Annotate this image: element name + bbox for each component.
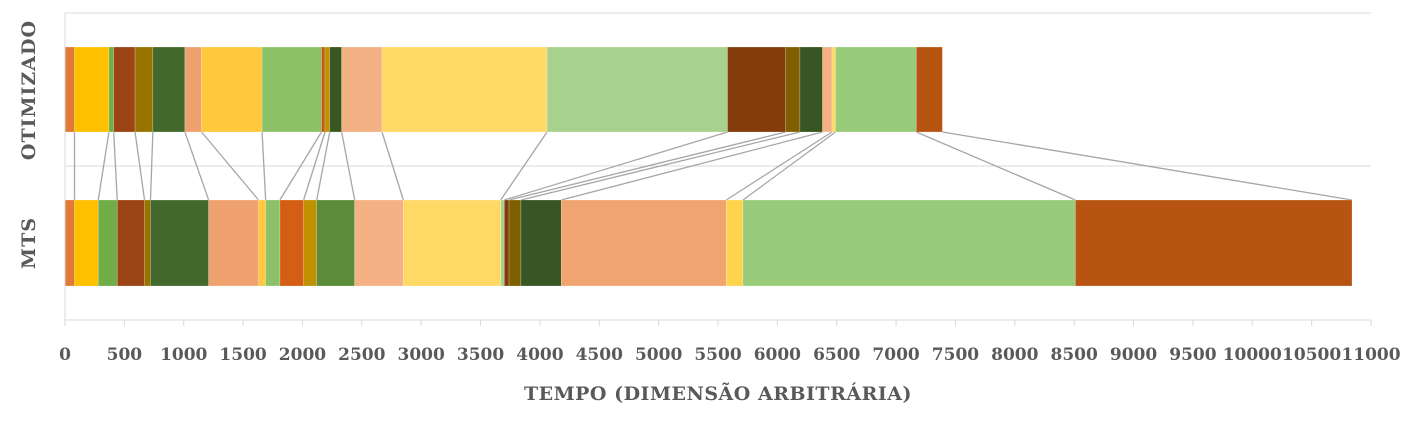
bar-segment-mts bbox=[500, 199, 505, 287]
bar-segment-mts bbox=[265, 199, 281, 287]
series-connector-line bbox=[725, 131, 833, 201]
bar-segment-otimizado bbox=[261, 46, 322, 133]
bar-segment-otimizado bbox=[381, 46, 548, 133]
bar-layer bbox=[64, 46, 1353, 287]
x-tick-label: 2000 bbox=[279, 345, 326, 365]
bar-segment-mts bbox=[208, 199, 259, 287]
bar-segment-mts bbox=[560, 199, 727, 287]
series-connector-line bbox=[742, 131, 836, 201]
connector-layer bbox=[73, 131, 1353, 201]
bar-segment-mts bbox=[316, 199, 355, 287]
x-tick-label: 3500 bbox=[457, 345, 504, 365]
series-connector-line bbox=[504, 131, 728, 201]
x-tick-label: 5000 bbox=[635, 345, 682, 365]
bar-segment-otimizado bbox=[184, 46, 202, 133]
series-connector-line bbox=[184, 131, 210, 201]
x-tick-label: 10000 bbox=[1223, 345, 1282, 365]
x-tick-label: 5500 bbox=[694, 345, 741, 365]
x-tick-label: 4000 bbox=[516, 345, 563, 365]
x-tick-label: 1000 bbox=[160, 345, 207, 365]
bar-segment-mts bbox=[64, 199, 75, 287]
bar-segment-mts bbox=[144, 199, 151, 287]
series-connector-line bbox=[508, 131, 786, 201]
x-axis-title: TEMPO (DIMENSÃO ARBITRÁRIA) bbox=[524, 382, 912, 405]
series-connector-line bbox=[113, 131, 118, 201]
bar-segment-otimizado bbox=[546, 46, 728, 133]
series-connector-line bbox=[316, 131, 331, 201]
bar-segment-otimizado bbox=[74, 46, 110, 133]
bar-segment-mts bbox=[150, 199, 209, 287]
series-connector-line bbox=[942, 131, 1353, 201]
series-connector-line bbox=[97, 131, 110, 201]
bar-segment-mts bbox=[403, 199, 502, 287]
bar-segment-otimizado bbox=[152, 46, 186, 133]
bar-segment-mts bbox=[726, 199, 744, 287]
series-connector-line bbox=[561, 131, 823, 201]
bar-segment-mts bbox=[258, 199, 266, 287]
x-tick-label: 2500 bbox=[338, 345, 385, 365]
x-tick-label: 500 bbox=[107, 345, 143, 365]
x-tick-label: 9000 bbox=[1110, 345, 1157, 365]
bar-segment-otimizado bbox=[329, 46, 342, 133]
bar-segment-otimizado bbox=[915, 46, 943, 133]
bar-segment-mts bbox=[503, 199, 510, 287]
series-connector-line bbox=[149, 131, 154, 201]
bar-segment-otimizado bbox=[785, 46, 801, 133]
x-tick-label: 1500 bbox=[219, 345, 266, 365]
series-connector-line bbox=[381, 131, 404, 201]
x-tick-label: 7500 bbox=[932, 345, 979, 365]
bar-segment-otimizado bbox=[108, 46, 114, 133]
series-connector-line bbox=[261, 131, 267, 201]
series-connector-line bbox=[520, 131, 801, 201]
bar-segment-mts bbox=[520, 199, 562, 287]
bar-segment-otimizado bbox=[727, 46, 786, 133]
x-tick-label: 8500 bbox=[1051, 345, 1098, 365]
series-connector-line bbox=[916, 131, 1076, 201]
bar-segment-mts bbox=[354, 199, 404, 287]
bar-segment-mts bbox=[97, 199, 118, 287]
bar-segment-otimizado bbox=[201, 46, 263, 133]
bar-segment-mts bbox=[1075, 199, 1353, 287]
series-connector-line bbox=[279, 131, 323, 201]
x-tick-label: 4500 bbox=[576, 345, 623, 365]
bar-segment-mts bbox=[279, 199, 304, 287]
x-tick-label: 0 bbox=[59, 345, 71, 365]
bar-segment-mts bbox=[303, 199, 318, 287]
x-tick-label: 6000 bbox=[754, 345, 801, 365]
bar-segment-otimizado bbox=[341, 46, 383, 133]
category-label-mts: MTS bbox=[18, 217, 40, 269]
bar-segment-otimizado bbox=[822, 46, 833, 133]
grid-layer bbox=[65, 12, 1371, 167]
series-connector-line bbox=[201, 131, 260, 201]
x-tick-label: 9500 bbox=[1169, 345, 1216, 365]
bar-segment-otimizado bbox=[831, 46, 836, 133]
bar-segment-mts bbox=[116, 199, 145, 287]
x-tick-label: 8000 bbox=[991, 345, 1038, 365]
bar-segment-otimizado bbox=[321, 46, 326, 133]
series-connector-line bbox=[500, 131, 548, 201]
x-tick-label: 7000 bbox=[872, 345, 919, 365]
bar-segment-mts bbox=[508, 199, 522, 287]
bar-segment-otimizado bbox=[134, 46, 154, 133]
series-connector-line bbox=[134, 131, 146, 201]
bar-segment-otimizado bbox=[324, 46, 331, 133]
bar-segment-otimizado bbox=[64, 46, 75, 133]
axis-layer: 0 500 1000 1500 2000 2500 3000 3500 4000 4500 5000… bbox=[59, 13, 1401, 365]
x-tick-label: 6500 bbox=[813, 345, 860, 365]
bar-segment-otimizado bbox=[799, 46, 823, 133]
x-tick-label: 10500 bbox=[1282, 345, 1341, 365]
bar-segment-otimizado bbox=[835, 46, 917, 133]
bar-segment-otimizado bbox=[113, 46, 136, 133]
series-connector-line bbox=[340, 131, 356, 201]
x-tick-label: 3000 bbox=[398, 345, 445, 365]
bar-segment-mts bbox=[74, 199, 99, 287]
x-tick-label: 11000 bbox=[1341, 345, 1400, 365]
series-connector-line bbox=[303, 131, 326, 201]
bar-segment-mts bbox=[742, 199, 1076, 287]
category-label-otimizado: OTIMIZADO bbox=[18, 20, 40, 160]
